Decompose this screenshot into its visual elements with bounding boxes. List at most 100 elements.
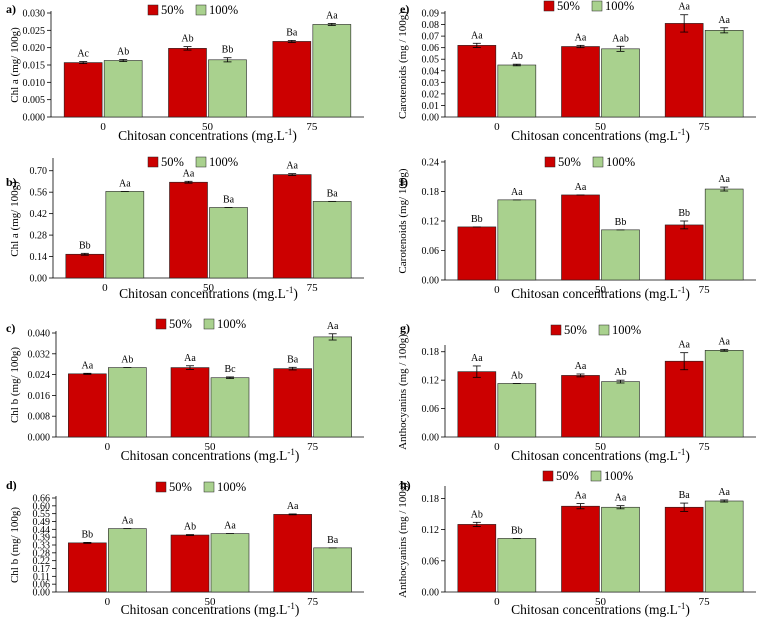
- significance-label: Aa: [121, 516, 133, 527]
- legend-label-50pct: 50%: [564, 323, 587, 337]
- legend-swatch-50pct: [550, 324, 562, 336]
- legend-swatch-100pct: [592, 156, 604, 168]
- y-tick-label: 0.56: [30, 188, 48, 199]
- x-axis-title-main: Chitosan concentrations (mg.L: [118, 128, 285, 143]
- chart-panel-c: 0.000 0.008 0.016 0.024 0.032 0.040 Aa Ab 0 Aa Bc 5…: [6, 317, 364, 463]
- bar-100pct-75: [312, 24, 352, 118]
- x-tick-label: 0: [494, 284, 500, 296]
- y-tick-label: 0.66: [33, 494, 51, 505]
- significance-label: Ab: [614, 367, 626, 378]
- x-tick-label: 50: [203, 282, 215, 294]
- significance-label: Bc: [224, 364, 236, 375]
- legend-label-100pct: 100%: [612, 323, 641, 337]
- bar-100pct-0: [497, 64, 537, 118]
- bar-50pct-50: [561, 375, 600, 438]
- y-tick-label: 0.12: [422, 525, 440, 536]
- significance-label: Aa: [471, 353, 483, 364]
- chart-panel-a: 0.000 0.005 0.010 0.015 0.020 0.025 0.030 Ac Ab 0…: [6, 2, 364, 143]
- legend-label-50pct: 50%: [556, 469, 579, 483]
- legend-label-50pct: 50%: [161, 3, 184, 17]
- chart-panel-b: 0.00 0.14 0.28 0.42 0.56 0.70 Bb Aa 0 Aa Ba 50 Aa Ba 7…: [6, 155, 364, 301]
- bar-50pct-50: [168, 48, 207, 118]
- legend-swatch-50pct: [155, 481, 167, 493]
- y-axis-title: Anthocyanins (mg / 100g): [397, 482, 409, 598]
- significance-label: Aa: [575, 491, 587, 502]
- legend-swatch-100pct: [195, 4, 207, 16]
- bar-50pct-0: [63, 62, 103, 118]
- x-axis-title-main: Chitosan concentrations (mg.L: [511, 286, 678, 301]
- significance-label: Aa: [678, 2, 690, 13]
- y-tick-label: 0.03: [422, 78, 440, 89]
- legend-label-100pct: 100%: [604, 469, 633, 483]
- x-axis-title-main: Chitosan concentrations (mg.L: [121, 602, 288, 617]
- legend-swatch-100pct: [203, 481, 215, 493]
- bar-100pct-75: [313, 336, 352, 438]
- panel-label: c): [6, 321, 15, 335]
- x-axis-title: Chitosan concentrations (mg.L-1): [121, 447, 300, 463]
- bar-100pct-50: [601, 229, 640, 281]
- x-axis-title-main: Chitosan concentrations (mg.L: [119, 286, 286, 301]
- x-axis-title-main: Chitosan concentrations (mg.L: [511, 128, 678, 143]
- y-tick-label: 0.010: [23, 78, 46, 89]
- legend-swatch-50pct: [147, 156, 159, 168]
- y-tick-label: 0.016: [28, 391, 51, 402]
- bar-50pct-0: [457, 226, 497, 281]
- y-tick-label: 0.28: [33, 548, 51, 559]
- chart-panel-f: 0.00 0.06 0.12 0.18 0.24 Bb Aa 0 Aa Bb 50 Bb Aa 75 Chi…: [397, 155, 756, 301]
- bar-50pct-0: [68, 542, 107, 593]
- panel-label: d): [6, 478, 17, 492]
- y-tick-label: 0.032: [28, 349, 51, 360]
- x-axis-title-end: ): [295, 602, 300, 617]
- y-axis-title: Anthocyanins (mg / 100g): [397, 334, 409, 450]
- bar-100pct-50: [209, 207, 248, 279]
- y-tick-label: 0.14: [30, 252, 48, 263]
- x-tick-label: 75: [306, 121, 318, 133]
- y-tick-label: 0.06: [422, 404, 440, 415]
- legend-swatch-100pct: [203, 318, 215, 330]
- y-tick-label: 0.06: [422, 556, 440, 567]
- y-axis-title: Carotenoids (mg / 100g): [397, 11, 409, 119]
- bar-50pct-75: [664, 23, 704, 118]
- x-tick-label: 50: [205, 441, 217, 453]
- significance-label: Bb: [678, 208, 690, 219]
- x-axis-title-end: ): [292, 128, 297, 143]
- y-tick-label: 0.024: [28, 370, 51, 381]
- y-axis-title: Chl b (mg/ 100g): [9, 507, 21, 583]
- bar-50pct-50: [561, 505, 600, 593]
- bar-100pct-0: [105, 191, 145, 279]
- y-tick-label: 0.00: [30, 274, 48, 285]
- bar-100pct-50: [601, 48, 640, 118]
- bar-50pct-50: [561, 194, 600, 281]
- x-tick-label: 75: [699, 441, 711, 453]
- significance-label: Bb: [615, 217, 627, 228]
- x-tick-label: 50: [595, 284, 607, 296]
- significance-label: Aa: [184, 353, 196, 364]
- x-tick-label: 75: [307, 596, 319, 608]
- x-axis-title-main: Chitosan concentrations (mg.L: [121, 448, 288, 463]
- y-tick-label: 0.18: [422, 347, 440, 358]
- y-axis-title: Chl a (mg/ 100g): [9, 27, 21, 103]
- significance-label: Ba: [327, 535, 339, 546]
- bar-100pct-0: [497, 538, 537, 593]
- bar-50pct-50: [170, 367, 210, 438]
- x-tick-label: 0: [494, 121, 500, 133]
- legend-swatch-50pct: [543, 0, 555, 12]
- significance-label: Bb: [511, 525, 523, 536]
- significance-label: Ab: [471, 509, 483, 520]
- bar-100pct-50: [210, 533, 250, 593]
- legend-swatch-100pct: [590, 470, 602, 482]
- significance-label: Aa: [575, 361, 587, 372]
- panel-label: a): [6, 2, 16, 16]
- x-tick-label: 50: [595, 121, 607, 133]
- bar-100pct-75: [312, 201, 352, 279]
- x-tick-label: 0: [105, 441, 111, 453]
- x-axis-title-superscript: -1: [287, 447, 295, 457]
- bar-100pct-0: [103, 60, 143, 118]
- x-tick-label: 75: [699, 284, 711, 296]
- x-axis-title: Chitosan concentrations (mg.L-1): [511, 447, 690, 463]
- y-tick-label: 0.040: [28, 329, 51, 340]
- significance-label: Aa: [287, 501, 299, 512]
- y-tick-label: 0.07: [422, 32, 440, 43]
- x-axis-title: Chitosan concentrations (mg.L-1): [511, 601, 690, 617]
